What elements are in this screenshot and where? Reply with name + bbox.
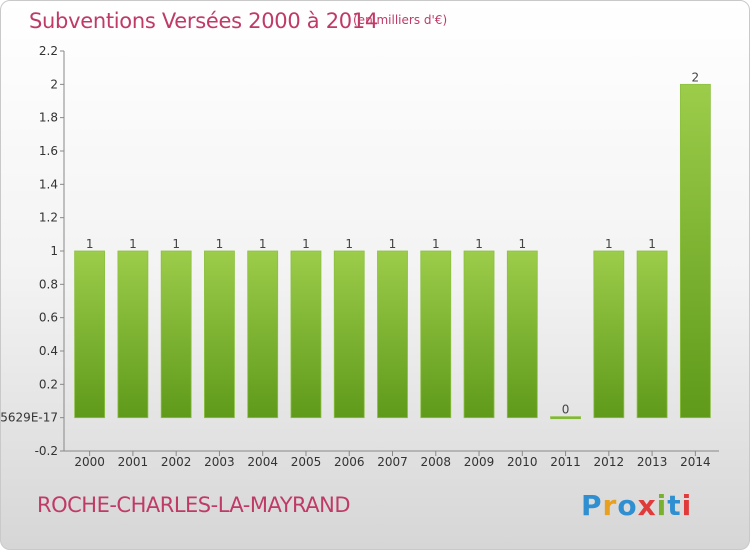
bar-value-label: 1 bbox=[389, 237, 397, 251]
bar-value-label: 1 bbox=[345, 237, 353, 251]
bar bbox=[160, 250, 192, 419]
bar-value-label: 1 bbox=[432, 237, 440, 251]
x-tick-label: 2002 bbox=[161, 455, 192, 469]
bar bbox=[506, 250, 538, 419]
bar bbox=[636, 250, 668, 419]
chart-unit: (en milliers d'€) bbox=[353, 13, 448, 27]
y-tick-label: 0.2 bbox=[39, 377, 58, 391]
bar bbox=[204, 250, 235, 419]
bar bbox=[247, 250, 279, 419]
x-tick-label: 2000 bbox=[74, 455, 105, 469]
bar-value-label: 1 bbox=[86, 237, 94, 251]
bar bbox=[117, 250, 149, 419]
y-tick-label: 1.4 bbox=[39, 177, 58, 191]
bar bbox=[593, 250, 625, 419]
bar-value-label: 2 bbox=[692, 70, 700, 84]
logo-letter: i bbox=[656, 489, 668, 522]
x-tick-label: 2003 bbox=[204, 455, 235, 469]
logo-letter: x bbox=[637, 489, 657, 522]
bar-value-label: 1 bbox=[605, 237, 613, 251]
x-tick-label: 2010 bbox=[507, 455, 538, 469]
bar-value-label: 1 bbox=[302, 237, 310, 251]
logo-letter: i bbox=[681, 489, 693, 522]
bar bbox=[290, 250, 322, 419]
logo-letter: t bbox=[667, 489, 682, 522]
y-tick-label: 1.8 bbox=[39, 111, 58, 125]
y-tick-label: 0.4 bbox=[39, 344, 58, 358]
x-tick-label: 2005 bbox=[291, 455, 322, 469]
bar bbox=[74, 250, 106, 419]
x-tick-label: 2001 bbox=[118, 455, 149, 469]
bar-value-label: 0 bbox=[562, 403, 570, 417]
y-tick-label: 2 bbox=[50, 77, 58, 91]
y-tick-label: 1.2 bbox=[39, 211, 58, 225]
bar-value-label: 1 bbox=[648, 237, 656, 251]
x-tick-label: 2007 bbox=[377, 455, 408, 469]
y-tick-label: -0.2 bbox=[35, 444, 58, 458]
bar bbox=[377, 250, 408, 419]
y-tick-label: -1.15629E-17 bbox=[1, 411, 58, 425]
x-tick-label: 2014 bbox=[680, 455, 711, 469]
bar bbox=[463, 250, 495, 419]
bar-value-label: 1 bbox=[259, 237, 267, 251]
x-tick-label: 2004 bbox=[247, 455, 278, 469]
x-tick-label: 2011 bbox=[550, 455, 581, 469]
chart-title: Subventions Versées 2000 à 2014 bbox=[29, 9, 378, 33]
bar-value-label: 1 bbox=[172, 237, 180, 251]
x-tick-label: 2012 bbox=[594, 455, 625, 469]
bar bbox=[550, 416, 581, 420]
y-tick-label: 1.6 bbox=[39, 144, 58, 158]
logo-letter: P bbox=[581, 489, 603, 522]
x-tick-label: 2008 bbox=[420, 455, 451, 469]
bar-value-label: 1 bbox=[129, 237, 137, 251]
bar-value-label: 1 bbox=[475, 237, 483, 251]
y-tick-label: 2.2 bbox=[39, 44, 58, 58]
y-tick-label: 0.8 bbox=[39, 277, 58, 291]
x-tick-label: 2009 bbox=[464, 455, 495, 469]
bar-value-label: 1 bbox=[518, 237, 526, 251]
bar bbox=[420, 250, 452, 419]
x-tick-label: 2013 bbox=[637, 455, 668, 469]
bar bbox=[333, 250, 365, 419]
y-tick-label: 1 bbox=[50, 244, 58, 258]
commune-name: ROCHE-CHARLES-LA-MAYRAND bbox=[37, 493, 351, 517]
bar bbox=[679, 83, 711, 419]
y-tick-label: 0.6 bbox=[39, 311, 58, 325]
bar-value-label: 1 bbox=[216, 237, 224, 251]
proxiti-logo: Proxiti bbox=[581, 489, 692, 522]
x-tick-label: 2006 bbox=[334, 455, 365, 469]
logo-letter: r bbox=[602, 489, 618, 522]
logo-letter: o bbox=[617, 489, 638, 522]
